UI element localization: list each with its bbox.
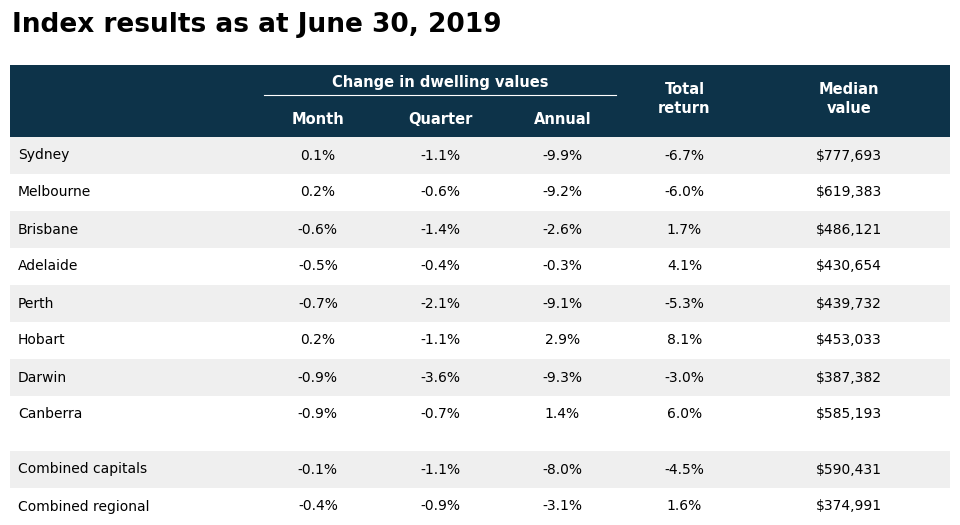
Text: $374,991: $374,991 <box>816 499 882 513</box>
Bar <box>10 248 950 285</box>
Text: -0.9%: -0.9% <box>298 371 338 384</box>
Text: -6.7%: -6.7% <box>664 149 705 163</box>
Text: 0.1%: 0.1% <box>300 149 335 163</box>
Text: -5.3%: -5.3% <box>664 297 705 310</box>
Text: $453,033: $453,033 <box>816 333 882 348</box>
Text: Index results as at June 30, 2019: Index results as at June 30, 2019 <box>12 12 502 38</box>
Text: Brisbane: Brisbane <box>18 223 79 236</box>
Text: Sydney: Sydney <box>18 149 69 163</box>
Text: -2.6%: -2.6% <box>542 223 583 236</box>
Text: -3.0%: -3.0% <box>664 371 705 384</box>
Text: 8.1%: 8.1% <box>667 333 702 348</box>
Text: 0.2%: 0.2% <box>300 333 335 348</box>
Text: -0.3%: -0.3% <box>542 259 582 274</box>
Text: -1.4%: -1.4% <box>420 223 460 236</box>
Text: -2.1%: -2.1% <box>420 297 460 310</box>
Text: $486,121: $486,121 <box>816 223 882 236</box>
Text: $585,193: $585,193 <box>816 407 882 422</box>
Text: Total
return: Total return <box>659 82 710 116</box>
Text: Adelaide: Adelaide <box>18 259 79 274</box>
Text: -0.5%: -0.5% <box>298 259 338 274</box>
Bar <box>10 285 950 322</box>
Text: -0.6%: -0.6% <box>420 185 460 200</box>
Text: -9.9%: -9.9% <box>542 149 583 163</box>
Bar <box>10 488 950 525</box>
Text: Darwin: Darwin <box>18 371 67 384</box>
Text: $439,732: $439,732 <box>816 297 882 310</box>
Text: 1.7%: 1.7% <box>667 223 702 236</box>
Text: -8.0%: -8.0% <box>542 463 583 477</box>
Text: Perth: Perth <box>18 297 55 310</box>
Text: -9.2%: -9.2% <box>542 185 583 200</box>
Text: 2.9%: 2.9% <box>544 333 580 348</box>
Text: -9.1%: -9.1% <box>542 297 583 310</box>
Text: $430,654: $430,654 <box>816 259 882 274</box>
Text: -1.1%: -1.1% <box>420 149 460 163</box>
Text: Median
value: Median value <box>819 82 879 116</box>
Text: -1.1%: -1.1% <box>420 463 460 477</box>
Text: 0.2%: 0.2% <box>300 185 335 200</box>
Bar <box>10 451 950 488</box>
Text: -0.9%: -0.9% <box>420 499 460 513</box>
Text: 4.1%: 4.1% <box>667 259 702 274</box>
Text: -0.4%: -0.4% <box>420 259 460 274</box>
Text: $387,382: $387,382 <box>816 371 882 384</box>
Text: -1.1%: -1.1% <box>420 333 460 348</box>
Text: 1.6%: 1.6% <box>667 499 702 513</box>
Text: $619,383: $619,383 <box>816 185 882 200</box>
Text: -0.7%: -0.7% <box>420 407 460 422</box>
Text: Combined regional: Combined regional <box>18 499 150 513</box>
Text: -3.1%: -3.1% <box>542 499 583 513</box>
Bar <box>10 359 950 396</box>
Bar <box>10 65 950 137</box>
Text: -0.4%: -0.4% <box>298 499 338 513</box>
Bar <box>10 137 950 174</box>
Text: -0.6%: -0.6% <box>298 223 338 236</box>
Text: Quarter: Quarter <box>408 112 472 128</box>
Text: -0.9%: -0.9% <box>298 407 338 422</box>
Text: $590,431: $590,431 <box>816 463 882 477</box>
Bar <box>10 322 950 359</box>
Text: -3.6%: -3.6% <box>420 371 460 384</box>
Text: Hobart: Hobart <box>18 333 65 348</box>
Text: Annual: Annual <box>534 112 591 128</box>
Text: Melbourne: Melbourne <box>18 185 91 200</box>
Text: 1.4%: 1.4% <box>544 407 580 422</box>
Text: -0.7%: -0.7% <box>298 297 338 310</box>
Text: $777,693: $777,693 <box>816 149 882 163</box>
Bar <box>10 211 950 248</box>
Text: Canberra: Canberra <box>18 407 83 422</box>
Text: -0.1%: -0.1% <box>298 463 338 477</box>
Text: -6.0%: -6.0% <box>664 185 705 200</box>
Text: -4.5%: -4.5% <box>664 463 705 477</box>
Text: Combined capitals: Combined capitals <box>18 463 147 477</box>
Bar <box>10 396 950 433</box>
Text: 6.0%: 6.0% <box>667 407 702 422</box>
Bar <box>10 174 950 211</box>
Text: Change in dwelling values: Change in dwelling values <box>332 76 548 90</box>
Text: -9.3%: -9.3% <box>542 371 583 384</box>
Text: Month: Month <box>292 112 345 128</box>
